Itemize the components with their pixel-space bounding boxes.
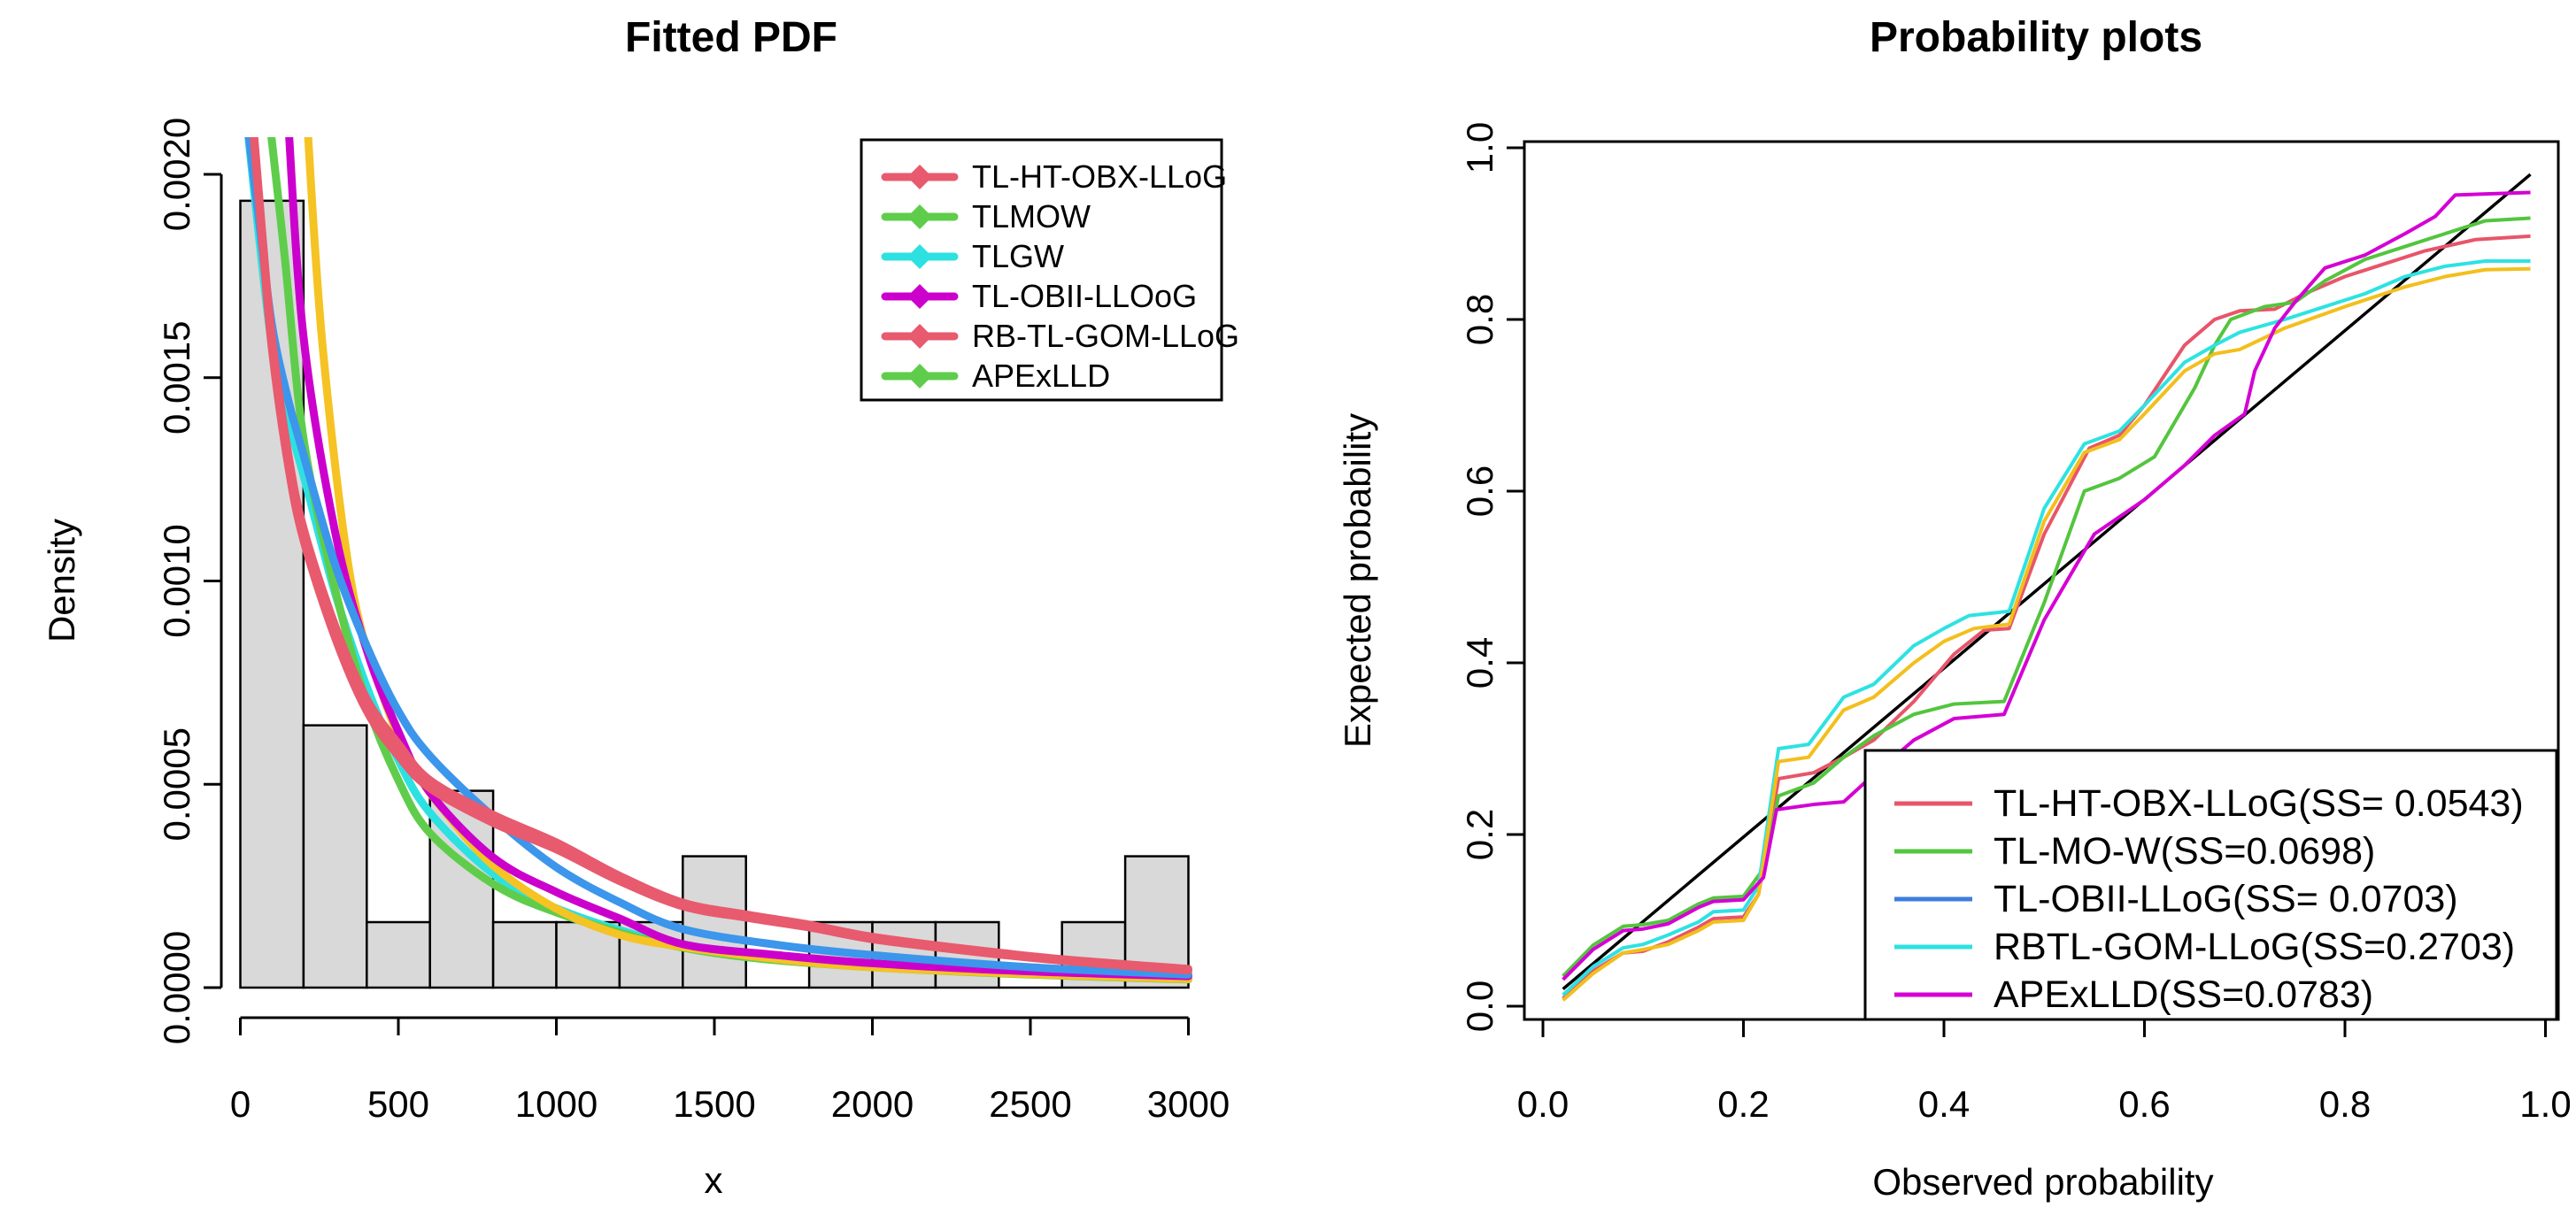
y-tick-label: 1.0 <box>1459 122 1500 173</box>
y-tick-label: 0.8 <box>1459 294 1500 345</box>
x-tick-label: 0.2 <box>1717 1083 1769 1125</box>
x-tick-label: 3000 <box>1147 1083 1230 1125</box>
y-tick-label: 0.2 <box>1459 809 1500 860</box>
y-tick-label: 0.0015 <box>156 321 197 435</box>
probability-plots-panel: Probability plots Observed probability E… <box>1337 14 2572 1203</box>
x-tick-label: 2000 <box>831 1083 914 1125</box>
curve-rbtl-gom-llog <box>1562 259 2531 996</box>
x-tick-label: 0.0 <box>1517 1083 1569 1125</box>
fitted-pdf-panel: Fitted PDF x Density 0 500 1000 1500 2000 250… <box>41 14 1239 1201</box>
legend-point-marker <box>907 324 932 349</box>
x-tick-label: 1500 <box>673 1083 755 1125</box>
legend-label: TL-MO-W(SS=0.0698) <box>1994 830 2375 873</box>
y-tick-label: 0.0005 <box>156 727 197 841</box>
x-tick-label: 1.0 <box>2519 1083 2571 1125</box>
x-tick-label: 2500 <box>989 1083 1071 1125</box>
legend-point-marker <box>907 364 932 388</box>
legend-label: TL-OBII-LLoG(SS= 0.0703) <box>1994 878 2458 920</box>
right-legend: TL-HT-OBX-LLoG(SS= 0.0543) TL-MO-W(SS=0.0… <box>1863 749 2558 1021</box>
histogram-bar <box>682 855 747 989</box>
x-tick-label: 0 <box>230 1083 251 1125</box>
left-y-axis-title: Density <box>41 519 82 642</box>
y-tick-label: 0.0020 <box>156 118 197 231</box>
legend-label: APExLLD <box>972 358 1110 394</box>
x-tick-label: 0.6 <box>2118 1083 2170 1125</box>
y-tick-label: 0.6 <box>1459 465 1500 517</box>
legend-label: RB-TL-GOM-LLoG <box>972 318 1239 354</box>
legend-label: TLMOW <box>972 198 1091 235</box>
legend-label: RBTL-GOM-LLoG(SS=0.2703) <box>1994 926 2515 968</box>
legend-label: APExLLD(SS=0.0783) <box>1994 973 2373 1016</box>
curve-apexlld <box>1562 190 2531 981</box>
legend-label: TL-HT-OBX-LLoG(SS= 0.0543) <box>1994 782 2524 825</box>
y-tick-label: 0.0 <box>1459 981 1500 1032</box>
right-y-axis-title: Expected probability <box>1337 413 1378 748</box>
curve-rose-curve-tl-ht-obx <box>250 137 1192 975</box>
histogram-bar <box>491 920 558 989</box>
fitted-curves <box>244 137 1192 984</box>
x-tick-label: 0.4 <box>1918 1083 1970 1125</box>
x-tick-label: 1000 <box>515 1083 598 1125</box>
left-x-axis-title: x <box>705 1159 723 1201</box>
histogram-bar <box>366 920 431 989</box>
y-tick-label: 0.0000 <box>156 931 197 1044</box>
legend-label: TL-OBII-LLOoG <box>972 278 1197 314</box>
x-tick-label: 500 <box>367 1083 429 1125</box>
legend-point-marker <box>907 204 932 229</box>
legend-point-marker <box>907 244 932 269</box>
curve-tl-mo-w <box>1562 216 2531 978</box>
legend-point-marker <box>907 284 932 309</box>
right-chart-title: Probability plots <box>1870 14 2202 61</box>
x-tick-label: 0.8 <box>2319 1083 2371 1125</box>
curve-magenta-curve <box>285 137 1192 981</box>
legend-label: TL-HT-OBX-LLoG <box>972 158 1227 195</box>
y-tick-label: 0.4 <box>1459 637 1500 688</box>
curve-gold-curve <box>1562 266 2531 1002</box>
curve-reference-diagonal <box>1562 173 2532 990</box>
histogram-bar <box>302 724 368 989</box>
right-x-axis-title: Observed probability <box>1872 1161 2213 1203</box>
legend-label: TLGW <box>972 238 1064 274</box>
right-legend-box <box>1863 749 2558 1021</box>
legend-point-marker <box>907 165 932 189</box>
y-tick-label: 0.0010 <box>156 524 197 637</box>
left-chart-title: Fitted PDF <box>625 14 837 61</box>
curve-blue-curve <box>244 137 1192 979</box>
